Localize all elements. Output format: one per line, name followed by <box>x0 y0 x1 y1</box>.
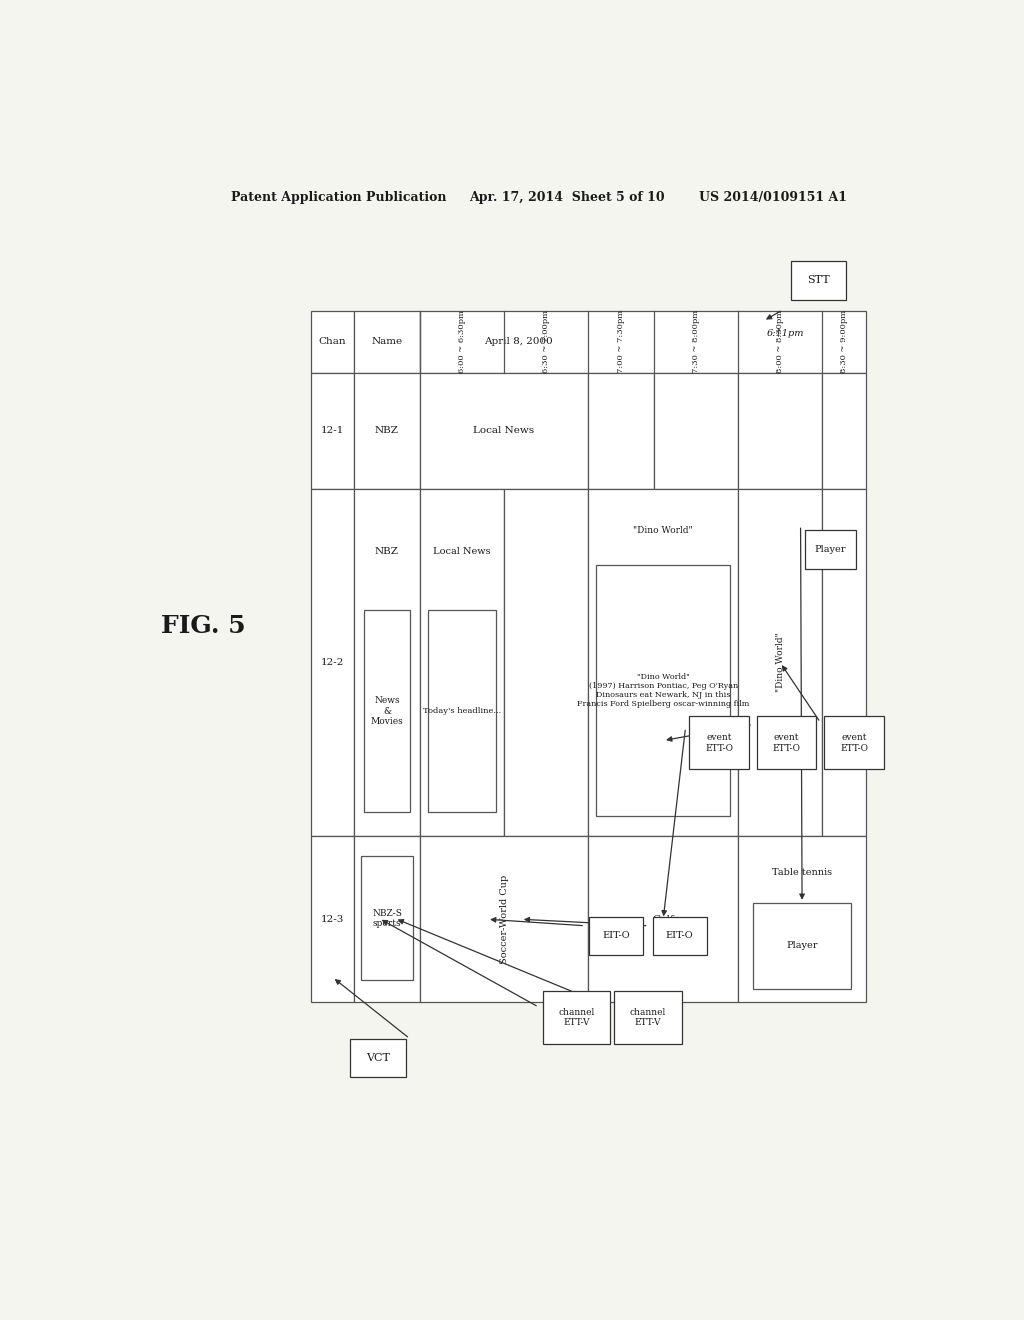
Bar <box>350 1039 406 1077</box>
Bar <box>738 374 822 488</box>
Text: FIG. 5: FIG. 5 <box>161 614 246 638</box>
Bar <box>589 916 643 956</box>
Bar <box>805 531 856 569</box>
Bar <box>420 488 504 837</box>
Bar <box>652 916 707 956</box>
Text: "Dino World": "Dino World" <box>776 632 784 693</box>
Text: Player: Player <box>786 941 818 950</box>
Text: 6:00 ~ 6:30pm: 6:00 ~ 6:30pm <box>458 310 466 374</box>
Text: 6:30 ~ 7:00pm: 6:30 ~ 7:00pm <box>542 310 550 374</box>
Bar <box>757 717 816 770</box>
Text: 6:11pm: 6:11pm <box>767 329 805 338</box>
Text: Local News: Local News <box>433 546 490 556</box>
Bar <box>754 903 851 989</box>
Text: Golf: Golf <box>652 915 674 924</box>
Bar <box>310 488 354 837</box>
Text: "Dino World"
(1997) Harrison Pontiac, Peg O'Ryan
Dinosaurs eat Newark, NJ in thi: "Dino World" (1997) Harrison Pontiac, Pe… <box>577 673 750 709</box>
Text: channel
ETT-V: channel ETT-V <box>558 1007 595 1027</box>
Text: event
ETT-O: event ETT-O <box>840 733 868 752</box>
Text: Patent Application Publication: Patent Application Publication <box>231 190 446 203</box>
Text: 12-1: 12-1 <box>321 426 344 436</box>
Bar <box>354 488 420 837</box>
Bar <box>310 374 354 488</box>
Text: 8:30 ~ 9:00pm: 8:30 ~ 9:00pm <box>841 310 848 374</box>
Bar <box>822 488 866 837</box>
Bar <box>420 374 589 488</box>
Text: 12-2: 12-2 <box>321 659 344 667</box>
Bar <box>596 565 730 816</box>
Text: Apr. 17, 2014  Sheet 5 of 10: Apr. 17, 2014 Sheet 5 of 10 <box>469 190 665 203</box>
Bar <box>354 374 420 488</box>
Text: 8:00 ~ 8:30pm: 8:00 ~ 8:30pm <box>776 310 784 374</box>
Text: April 8, 2000: April 8, 2000 <box>483 338 552 346</box>
Bar <box>738 488 822 837</box>
Text: 7:00 ~ 7:30pm: 7:00 ~ 7:30pm <box>617 310 625 374</box>
Bar <box>588 837 738 1002</box>
Bar <box>822 374 866 488</box>
Bar <box>654 374 738 488</box>
Bar <box>420 837 589 1002</box>
Bar <box>364 610 411 812</box>
Bar <box>689 717 749 770</box>
Text: VCT: VCT <box>366 1053 390 1063</box>
Bar <box>588 374 654 488</box>
Text: 7:30 ~ 8:00pm: 7:30 ~ 8:00pm <box>692 310 700 374</box>
Bar <box>360 857 414 981</box>
Bar <box>354 837 420 1002</box>
Text: STT: STT <box>807 276 829 285</box>
Bar <box>428 610 496 812</box>
Text: News
&
Movies: News & Movies <box>371 697 403 726</box>
Bar <box>310 837 354 1002</box>
Text: EIT-O: EIT-O <box>666 932 693 940</box>
Text: US 2014/0109151 A1: US 2014/0109151 A1 <box>699 190 848 203</box>
Bar <box>420 312 866 374</box>
Bar <box>791 261 846 300</box>
Text: Local News: Local News <box>473 426 535 436</box>
Text: event
ETT-O: event ETT-O <box>773 733 801 752</box>
Text: Soccer-World Cup: Soccer-World Cup <box>500 875 509 964</box>
Text: Today's headline...: Today's headline... <box>423 708 501 715</box>
Text: NBZ-S
sports: NBZ-S sports <box>372 908 402 928</box>
Text: channel
ETT-V: channel ETT-V <box>630 1007 666 1027</box>
Text: "Dino World": "Dino World" <box>634 527 693 535</box>
Text: 12-3: 12-3 <box>321 915 344 924</box>
Bar <box>824 717 884 770</box>
Text: NBZ: NBZ <box>375 426 399 436</box>
Text: Chan: Chan <box>318 338 346 346</box>
Bar <box>588 488 738 837</box>
Text: Table tennis: Table tennis <box>772 869 833 878</box>
Bar <box>354 312 420 374</box>
Bar <box>543 991 610 1044</box>
Bar <box>738 837 866 1002</box>
Text: Name: Name <box>372 338 402 346</box>
Bar <box>504 488 588 837</box>
Bar <box>310 312 354 374</box>
Text: EIT-O: EIT-O <box>602 932 630 940</box>
Bar <box>614 991 682 1044</box>
Text: Player: Player <box>814 545 846 554</box>
Text: event
ETT-O: event ETT-O <box>706 733 733 752</box>
Text: NBZ: NBZ <box>375 546 399 556</box>
